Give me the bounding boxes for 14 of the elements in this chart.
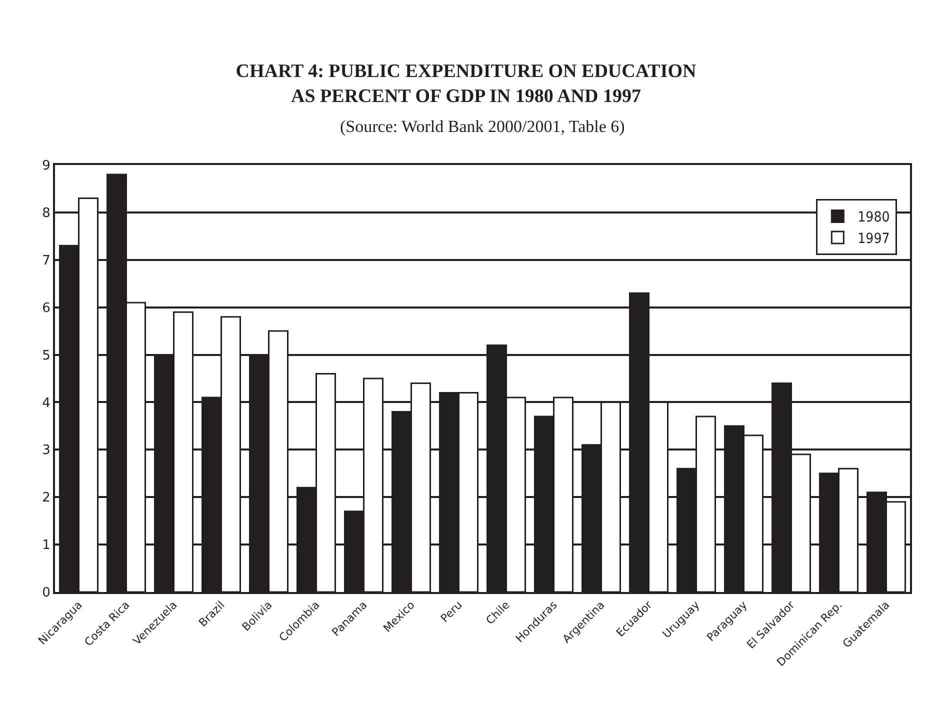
legend-label: 1980 (858, 210, 890, 226)
chart-subtitle: (Source: World Bank 2000/2001, Table 6) (340, 117, 625, 136)
y-tick-label: 8 (42, 206, 50, 221)
y-tick-label: 4 (42, 396, 50, 411)
y-tick-label: 0 (42, 586, 50, 601)
chart-title: CHART 4: PUBLIC EXPENDITURE ON EDUCATION AS PERCENT OF GDP IN 1980 AND 1997 (236, 61, 697, 107)
y-tick-label: 1 (42, 538, 50, 554)
y-tick-label: 6 (42, 300, 50, 316)
y-tick-label: 9 (42, 158, 50, 174)
y-tick-label: 5 (42, 348, 50, 364)
y-tick-label: 7 (42, 253, 50, 268)
y-tick-label: 3 (42, 443, 50, 458)
legend-label: 1997 (858, 230, 890, 247)
y-tick-label: 2 (42, 490, 50, 506)
